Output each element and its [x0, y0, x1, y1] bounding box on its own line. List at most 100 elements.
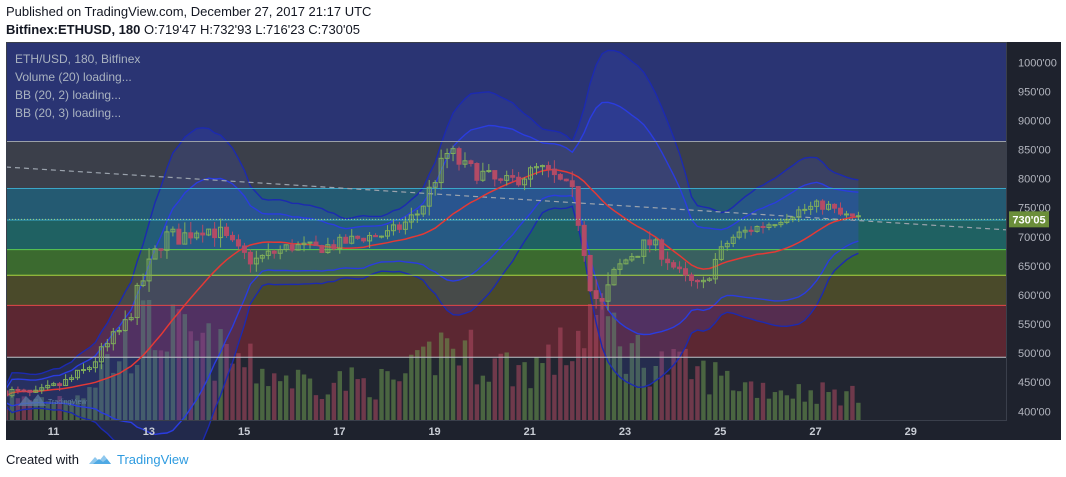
volume-bar [427, 341, 432, 420]
legend-volume[interactable]: Volume (20) loading... [15, 70, 132, 84]
volume-bar [498, 353, 503, 420]
candle [605, 272, 611, 311]
candle [194, 230, 200, 241]
candle [301, 236, 307, 252]
volume-bar [635, 334, 641, 420]
candle-body [349, 235, 355, 244]
candle [325, 237, 331, 254]
candle-body [587, 254, 593, 292]
volume-bar [766, 398, 772, 420]
candle-body [51, 383, 57, 386]
volume-bar [438, 332, 444, 420]
candle [617, 258, 623, 276]
candle-body [289, 244, 295, 251]
volume-bar [367, 397, 372, 420]
candle-body [611, 268, 617, 286]
volume-bar [212, 380, 217, 420]
candle-body [551, 168, 557, 176]
candle [206, 228, 212, 237]
legend-bb-2[interactable]: BB (20, 2) loading... [15, 88, 122, 102]
candle [361, 237, 367, 243]
candle-body [92, 361, 98, 369]
volume-bar [432, 375, 438, 420]
chart-area[interactable]: 1000'00 950'00 900'00 850'00 800'00 750'00 700… [6, 42, 1061, 440]
volume-bar [826, 392, 831, 420]
volume-bar [194, 340, 199, 420]
candle-body [152, 248, 158, 260]
candle [706, 277, 712, 282]
candle [9, 386, 15, 398]
candle [820, 199, 826, 215]
candle [122, 310, 128, 332]
volume-bar [659, 351, 664, 420]
candle-body [247, 251, 253, 265]
candle-body [796, 209, 802, 218]
volume-bar [468, 329, 474, 420]
candle [116, 326, 122, 336]
volume-bar [99, 364, 104, 420]
candle-body [200, 232, 206, 236]
tradingview-link[interactable]: TradingView [116, 452, 189, 467]
volume-bar [510, 386, 515, 420]
volume-bars [6, 300, 861, 420]
candle [253, 250, 259, 272]
candle-body [599, 297, 605, 302]
volume-bar [152, 350, 158, 420]
price-chart[interactable]: 1000'00950'00900'00850'00800'00750'00700… [6, 42, 1061, 440]
candle [337, 234, 343, 254]
candle-body [295, 244, 301, 251]
candle-body [534, 166, 540, 169]
volume-bar [820, 382, 825, 420]
volume-bar [307, 378, 313, 420]
volume-bar [349, 367, 354, 420]
candle-body [855, 215, 861, 218]
candle-body [396, 224, 402, 230]
volume-bar [802, 401, 807, 420]
candle-body [271, 250, 277, 254]
volume-bar [647, 386, 652, 420]
candle [92, 357, 98, 373]
candle-body [802, 208, 808, 211]
candle [450, 145, 456, 162]
candle [754, 225, 760, 233]
candle-body [683, 268, 689, 276]
candle [653, 237, 659, 251]
candle [647, 231, 653, 253]
candle [683, 261, 689, 282]
watermark-text: TradingView [48, 399, 87, 406]
candle [98, 342, 104, 370]
volume-bar [134, 364, 140, 420]
volume-bar [158, 350, 164, 420]
candle-body [343, 236, 349, 244]
candle [86, 365, 92, 373]
candle-body [545, 165, 551, 170]
candle [307, 241, 313, 249]
volume-bar [587, 304, 593, 420]
candle [289, 239, 295, 253]
volume-bar [832, 389, 837, 420]
candle [426, 180, 432, 216]
candle [265, 243, 271, 260]
candle-body [116, 329, 122, 333]
volume-bar [57, 396, 62, 420]
legend-bb-3[interactable]: BB (20, 3) loading... [15, 106, 122, 120]
volume-bar [266, 386, 271, 420]
y-tick-label: 850'00 [1018, 145, 1051, 157]
candle [468, 159, 474, 167]
candle-body [468, 160, 474, 165]
candle-body [635, 255, 641, 258]
candle-body [450, 148, 456, 155]
volume-bar [33, 398, 39, 420]
volume-bar [164, 351, 170, 420]
candle [694, 279, 700, 289]
volume-bar [337, 371, 342, 420]
candle [146, 247, 152, 292]
fib-zone-0 [6, 42, 1006, 142]
volume-bar [736, 391, 742, 420]
candle [599, 293, 605, 310]
volume-bar [15, 398, 21, 420]
candle-body [748, 229, 754, 232]
candle [390, 219, 396, 236]
candle [629, 252, 635, 263]
volume-bar [778, 390, 784, 420]
